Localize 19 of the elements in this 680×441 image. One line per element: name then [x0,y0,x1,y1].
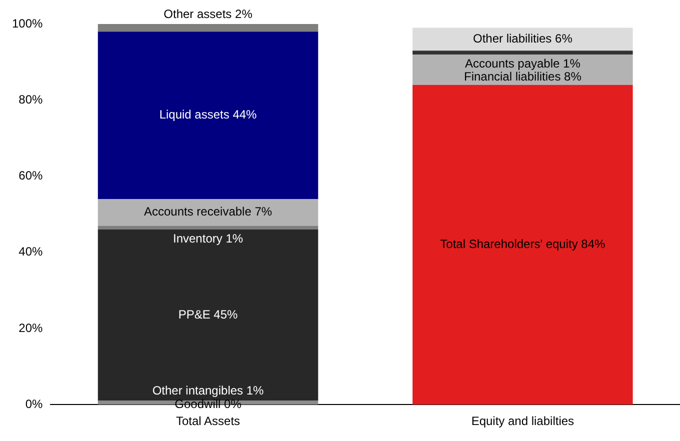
y-tick-label: 40% [18,244,44,259]
x-tick-label: Equity and liabilties [471,414,574,428]
text: Financial liabilities 8% [464,69,582,84]
y-tick-label: 60% [18,168,44,183]
y-tick-label: 20% [18,320,44,335]
text: Liquid assets 44% [159,108,257,122]
text: Accounts receivable 7% [144,204,272,219]
text: Inventory 1% [172,231,244,246]
text: PP&E 45% [178,307,238,322]
y-tick-label: 80% [18,92,44,106]
x-tick-label: Total Assets [176,414,240,428]
text: Accounts payable 1% [464,56,580,70]
y-tick-label: 100% [12,16,44,30]
text: Other liabilities 6% [472,32,572,46]
y-tick-label: 0% [25,396,44,411]
text: Goodwill 0% [174,396,242,411]
text: Other intangibles 1% [152,384,264,398]
text: Other assets 2% [164,6,252,21]
text: Total Shareholders' equity 84% [440,237,606,252]
